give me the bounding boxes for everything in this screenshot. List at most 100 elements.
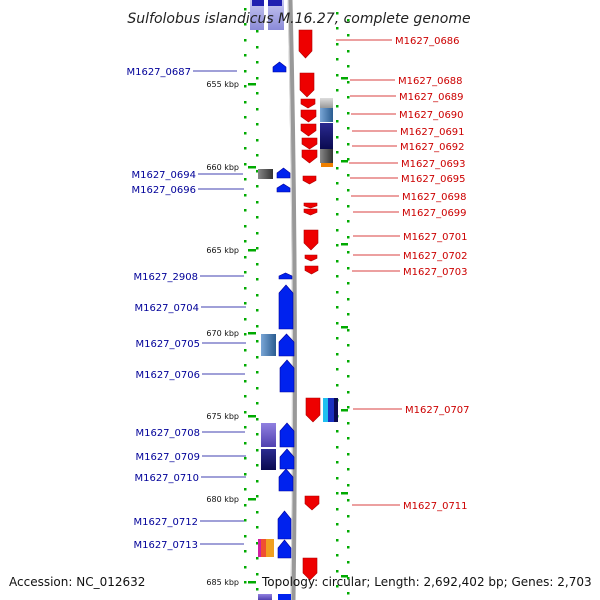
forward-gene-label: M1627_0701 <box>403 232 468 243</box>
ruler-dot <box>347 484 350 487</box>
feature-block <box>320 149 333 163</box>
forward-gene-label: M1627_0686 <box>395 36 460 47</box>
ruler-tick <box>248 249 256 252</box>
ruler-dot <box>336 291 339 294</box>
forward-gene-arrow <box>300 98 316 109</box>
ruler-tick <box>248 332 256 335</box>
forward-gene-label: M1627_0690 <box>399 110 464 121</box>
ruler-dot <box>336 570 339 573</box>
feature-block <box>261 539 266 557</box>
reverse-gene-arrow <box>278 284 294 330</box>
ruler-dot <box>244 225 247 228</box>
ruler-dot <box>244 519 247 522</box>
reverse-gene-label: M1627_0687 <box>126 67 191 78</box>
ruler-dot <box>256 433 259 436</box>
ruler-dot <box>336 27 339 30</box>
tick-label: 670 kbp <box>206 329 239 338</box>
ruler-dot <box>256 170 259 173</box>
ruler-dot <box>244 488 247 491</box>
feature-block <box>258 169 273 179</box>
reverse-gene-arrow <box>277 539 292 559</box>
ruler-dot <box>347 158 350 161</box>
ruler-dot <box>336 353 339 356</box>
ruler-dot <box>336 337 339 340</box>
ruler-dot <box>256 464 259 467</box>
ruler-dot <box>256 139 259 142</box>
forward-gene-arrow <box>300 123 317 137</box>
reverse-gene-label: M1627_0708 <box>135 428 200 439</box>
feature-block <box>320 123 333 149</box>
ruler-dot <box>347 50 350 53</box>
ruler-dot <box>336 384 339 387</box>
forward-gene-arrow <box>303 208 318 216</box>
feature-block <box>261 334 276 356</box>
ruler-dot <box>256 356 259 359</box>
ruler-dot <box>336 182 339 185</box>
forward-gene-arrow <box>302 557 318 581</box>
ruler-dot <box>244 457 247 460</box>
ruler-dot <box>256 278 259 281</box>
forward-gene-arrow <box>304 254 318 262</box>
feature-block <box>261 423 276 447</box>
ruler-dot <box>256 526 259 529</box>
ruler-tick <box>341 160 348 163</box>
ruler-dot <box>244 54 247 57</box>
forward-gene-arrow <box>304 495 320 511</box>
ruler-dot <box>336 477 339 480</box>
ruler-dot <box>336 244 339 247</box>
ruler-dot <box>244 473 247 476</box>
ruler-dot <box>256 46 259 49</box>
reverse-gene-label: M1627_0705 <box>135 339 200 350</box>
ruler-dot <box>347 96 350 99</box>
ruler-dot <box>256 294 259 297</box>
ruler-dot <box>244 333 247 336</box>
ruler-dot <box>347 81 350 84</box>
ruler-dot <box>336 306 339 309</box>
ruler-dot <box>256 216 259 219</box>
tick-label: 685 kbp <box>206 578 239 587</box>
ruler-dot <box>244 395 247 398</box>
ruler-dot <box>256 480 259 483</box>
ruler-dot <box>347 375 350 378</box>
ruler-dot <box>244 535 247 538</box>
ruler-dot <box>256 542 259 545</box>
forward-gene-label: M1627_0695 <box>401 174 466 185</box>
ruler-dot <box>256 108 259 111</box>
ruler-dot <box>256 61 259 64</box>
accession-text: Accession: NC_012632 <box>9 575 145 589</box>
ruler-dot <box>336 198 339 201</box>
ruler-dot <box>256 247 259 250</box>
bottom-edge-feature <box>258 594 272 600</box>
reverse-gene-label: M1627_0713 <box>133 540 198 551</box>
feature-block <box>334 398 338 422</box>
ruler-dot <box>347 406 350 409</box>
ruler-dot <box>347 282 350 285</box>
feature-block <box>328 398 334 422</box>
ruler-dot <box>347 298 350 301</box>
ruler-tick <box>341 492 348 495</box>
reverse-gene-arrow <box>278 333 295 357</box>
ruler-dot <box>336 213 339 216</box>
feature-block <box>266 539 274 557</box>
ruler-dot <box>347 499 350 502</box>
ruler-dot <box>244 209 247 212</box>
ruler-dot <box>347 251 350 254</box>
tick-label: 655 kbp <box>206 80 239 89</box>
reverse-gene-arrow <box>279 422 295 448</box>
ruler-dot <box>336 151 339 154</box>
ruler-dot <box>347 468 350 471</box>
reverse-gene-label: M1627_0704 <box>134 303 199 314</box>
ruler-dot <box>336 74 339 77</box>
tick-label: 660 kbp <box>206 163 239 172</box>
chromosome-axis <box>287 0 297 600</box>
forward-gene-label: M1627_0692 <box>400 142 465 153</box>
ruler-dot <box>244 426 247 429</box>
gene-labels: M1627_0686 M1627_0688 M1627_0689 M1627_0690… <box>126 36 469 551</box>
ruler-dot <box>244 163 247 166</box>
ruler-dot <box>256 77 259 80</box>
forward-gene-arrow <box>303 202 318 209</box>
ruler-dot <box>347 360 350 363</box>
map-title: Sulfolobus islandicus M.16.27, complete … <box>127 11 470 27</box>
ruler-dot <box>347 267 350 270</box>
